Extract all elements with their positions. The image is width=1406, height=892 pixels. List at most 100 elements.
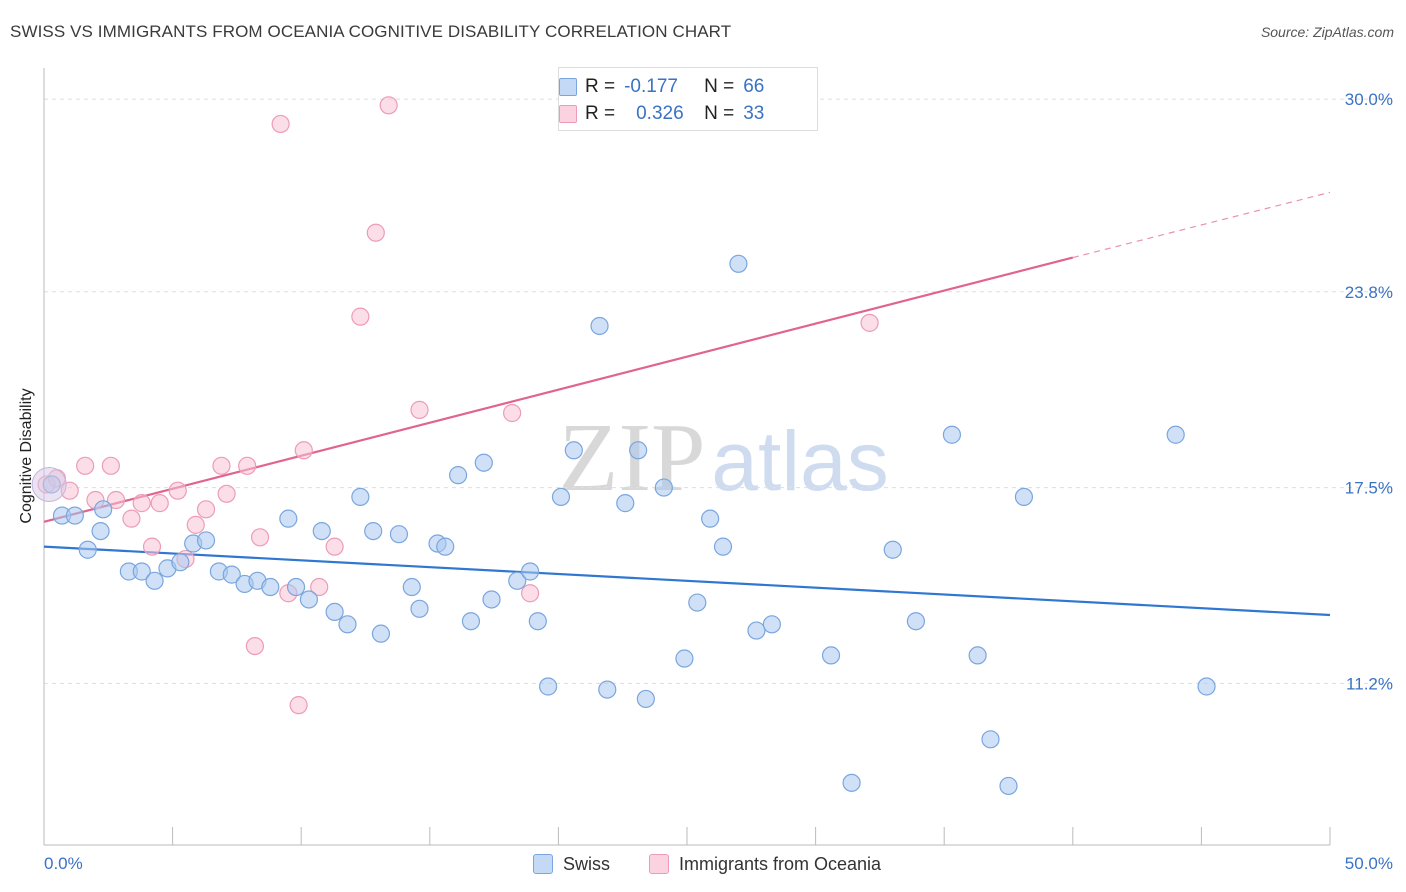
cluster-point (31, 466, 67, 502)
swiss-point (590, 316, 609, 336)
swiss-point (65, 506, 84, 525)
oceania-point (245, 636, 265, 656)
swiss-point (261, 577, 280, 597)
swiss-point (564, 441, 583, 460)
swiss-point (539, 677, 558, 696)
swiss-point (906, 612, 926, 631)
watermark-zip: ZIP (559, 404, 706, 512)
swiss-point (371, 624, 391, 643)
swiss-point (842, 773, 861, 792)
oceania-point (310, 577, 329, 597)
oceania-point (186, 515, 205, 534)
swiss-point (448, 466, 468, 485)
x-tick-label: 50.0% (1345, 854, 1393, 873)
y-axis-label: Cognitive Disability (18, 388, 35, 524)
legend-row-swiss: R = -0.177 N = 66 (559, 76, 764, 98)
swiss-point (325, 602, 344, 622)
swiss-point (598, 680, 617, 699)
swiss-point (132, 562, 151, 581)
oceania-point (76, 456, 95, 475)
oceania-point (271, 114, 290, 134)
swiss-point (312, 521, 331, 541)
oceania-trend-extension (1072, 191, 1331, 259)
legend-r-label: R = (585, 103, 616, 124)
swiss-point (196, 531, 216, 550)
oceania-swatch-icon (559, 105, 577, 123)
swiss-point (636, 689, 655, 709)
swiss-point (762, 615, 781, 634)
oceania-point (142, 537, 162, 556)
oceania-point (289, 696, 308, 715)
oceania-point (132, 494, 151, 513)
oceania-point (250, 528, 270, 547)
oceania-swatch-icon (649, 854, 669, 874)
oceania-point (521, 584, 540, 603)
y-tick-label: 30.0% (1345, 90, 1393, 109)
swiss-point (91, 521, 110, 541)
swiss-point (171, 553, 190, 572)
axes (43, 68, 1331, 846)
watermark-atlas: atlas (711, 414, 888, 508)
swiss-point (521, 562, 540, 581)
oceania-point (217, 484, 236, 503)
oceania-point (503, 403, 522, 423)
swiss-point (821, 646, 841, 665)
legend-n-label: N = (704, 103, 735, 124)
y-tick-label: 23.8% (1345, 283, 1393, 302)
swiss-point (701, 509, 720, 528)
swiss-point (1166, 425, 1185, 444)
legend-n-label: N = (704, 76, 735, 97)
swiss-point (629, 441, 648, 460)
swiss-point (713, 537, 733, 556)
bottom-legend-label: Immigrants from Oceania (679, 853, 882, 874)
oceania-point (168, 481, 187, 500)
oceania-point (150, 494, 169, 513)
swiss-point (389, 525, 409, 544)
swiss-point (364, 521, 383, 541)
oceania-point (410, 400, 429, 419)
bottom-legend-label: Swiss (563, 853, 611, 874)
swiss-point (482, 590, 501, 609)
swiss-point (410, 599, 429, 618)
oceania-point (860, 313, 879, 332)
y-tick-label: 11.2% (1346, 674, 1393, 693)
swiss-point (999, 776, 1018, 796)
swiss-point (616, 494, 635, 513)
data-points (31, 96, 1216, 796)
swiss-point (1014, 487, 1034, 507)
x-tick-label: 0.0% (44, 854, 83, 873)
chart-title: SWISS VS IMMIGRANTS FROM OCEANIA COGNITI… (10, 22, 732, 41)
swiss-point (402, 577, 421, 597)
oceania-point (379, 96, 398, 115)
swiss-point (461, 612, 481, 631)
oceania-point (366, 223, 385, 242)
swiss-point (286, 577, 306, 597)
bottom-legend-oceania: Immigrants from Oceania (649, 852, 881, 876)
legend-r-value: -0.177 (624, 76, 678, 97)
oceania-point (106, 490, 126, 510)
swiss-point (508, 571, 527, 590)
oceania-point (101, 456, 120, 475)
swiss-point (338, 615, 357, 634)
trend-lines (43, 191, 1331, 617)
oceania-point (351, 307, 370, 326)
oceania-point (196, 500, 216, 519)
swiss-swatch-icon (533, 854, 553, 874)
bottom-legend-swiss: Swiss (533, 852, 610, 876)
gridlines (44, 98, 1394, 684)
swiss-point (528, 612, 547, 631)
swiss-point (729, 254, 748, 273)
swiss-point (883, 540, 902, 559)
swiss-point (351, 487, 370, 507)
swiss-point (78, 540, 97, 559)
oceania-point (122, 509, 141, 528)
swiss-point (145, 571, 164, 590)
y-tick-label: 17.5% (1345, 479, 1393, 498)
swiss-point (551, 487, 571, 507)
swiss-point (279, 509, 298, 528)
swiss-point (981, 730, 1000, 749)
swiss-point (222, 565, 241, 584)
source-credit: Source: ZipAtlas.com (1260, 24, 1394, 40)
swiss-point (474, 453, 493, 472)
